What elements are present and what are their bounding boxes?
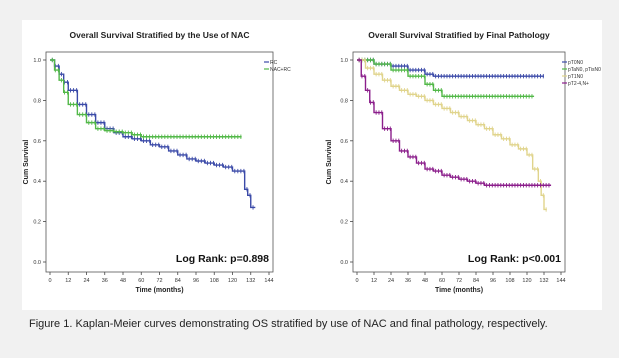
x-tick-label: 96 <box>193 278 199 284</box>
x-tick-label: 60 <box>439 278 445 284</box>
x-tick-label: 108 <box>210 278 219 284</box>
y-tick-label: 0.8 <box>340 98 348 104</box>
x-tick-label: 96 <box>490 278 496 284</box>
x-tick-label: 48 <box>120 278 126 284</box>
y-axis-label: Cum Survival <box>326 140 333 185</box>
x-tick-label: 84 <box>175 278 181 284</box>
x-tick-label: 24 <box>83 278 89 284</box>
y-axis-label: Cum Survival <box>23 140 30 185</box>
y-tick-label: 0.0 <box>340 260 348 266</box>
y-tick-label: 0.6 <box>340 139 348 145</box>
y-tick-label: 1.0 <box>340 58 348 64</box>
plot-area <box>352 51 566 273</box>
x-tick-label: 0 <box>48 278 51 284</box>
chart-nac-survival: Overall Survival Stratified by the Use o… <box>23 30 291 294</box>
y-tick-label: 0.0 <box>33 260 41 266</box>
x-tick-label: 120 <box>228 278 237 284</box>
x-tick-label: 132 <box>539 278 548 284</box>
x-tick-label: 36 <box>405 278 411 284</box>
series-line <box>50 59 242 138</box>
x-axis-label: Time (months) <box>135 287 183 294</box>
series-line <box>357 59 547 211</box>
x-tick-label: 48 <box>422 278 428 284</box>
x-tick-label: 132 <box>246 278 255 284</box>
log-rank-annotation: Log Rank: p=0.898 <box>176 253 269 265</box>
series-line <box>50 59 256 209</box>
x-tick-label: 108 <box>505 278 514 284</box>
x-tick-label: 144 <box>556 278 565 284</box>
y-tick-label: 0.6 <box>33 139 41 145</box>
x-tick-label: 24 <box>388 278 394 284</box>
legend-label: NAC+RC <box>270 67 291 73</box>
chart-title: Overall Survival Stratified by the Use o… <box>70 30 250 40</box>
x-tick-label: 0 <box>355 278 358 284</box>
legend-label: RC <box>270 60 278 66</box>
x-tick-label: 84 <box>473 278 479 284</box>
legend-label: pT0N0 <box>568 60 583 66</box>
plot-area <box>45 51 274 273</box>
log-rank-annotation: Log Rank: p<0.001 <box>468 253 561 265</box>
y-tick-label: 0.2 <box>340 220 348 226</box>
x-tick-label: 120 <box>522 278 531 284</box>
series-line <box>357 59 535 98</box>
x-tick-label: 72 <box>456 278 462 284</box>
series-line <box>357 59 552 186</box>
legend-label: pT2-4,N+ <box>568 81 589 87</box>
y-tick-label: 1.0 <box>33 58 41 64</box>
y-tick-label: 0.8 <box>33 98 41 104</box>
legend-label: pTaN0, pTisN0 <box>568 67 601 73</box>
x-tick-label: 12 <box>65 278 71 284</box>
y-tick-label: 0.4 <box>340 179 348 185</box>
figure-caption: Figure 1. Kaplan-Meier curves demonstrat… <box>29 318 548 330</box>
legend-label: pT1N0 <box>568 74 583 80</box>
y-tick-label: 0.4 <box>33 179 41 185</box>
chart-pathology-survival: Overall Survival Stratified by Final Pat… <box>326 30 601 294</box>
x-tick-label: 72 <box>156 278 162 284</box>
x-tick-label: 12 <box>371 278 377 284</box>
y-tick-label: 0.2 <box>33 220 41 226</box>
x-tick-label: 60 <box>138 278 144 284</box>
chart-title: Overall Survival Stratified by Final Pat… <box>368 30 550 40</box>
x-axis-label: Time (months) <box>435 287 483 294</box>
x-tick-label: 36 <box>102 278 108 284</box>
x-tick-label: 144 <box>264 278 273 284</box>
